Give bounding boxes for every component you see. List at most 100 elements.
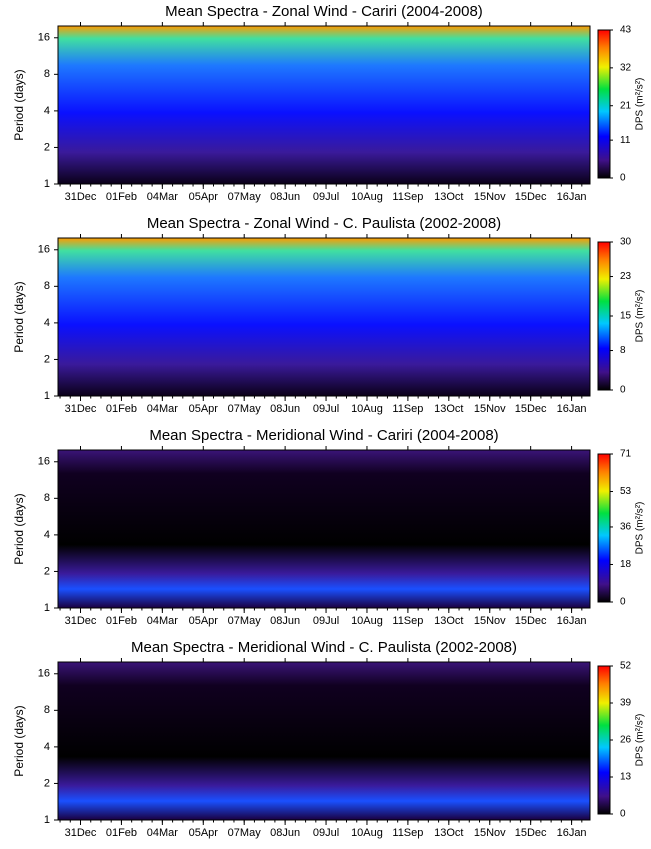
- x-tick-label: 11Sep: [392, 827, 423, 839]
- y-tick-label: 4: [44, 317, 50, 329]
- x-tick-label: 31Dec: [65, 827, 97, 839]
- x-tick-label: 15Dec: [515, 615, 547, 627]
- plot-frame: [57, 25, 591, 185]
- spectrum-field: [58, 26, 590, 184]
- plot-frame: [57, 449, 591, 609]
- x-tick-label: 08Jun: [270, 191, 300, 203]
- colorbar-tick-label: 39: [620, 698, 632, 709]
- x-tick-label: 09Jul: [313, 403, 339, 415]
- colorbar-tick-label: 0: [620, 385, 626, 396]
- x-tick-label: 31Dec: [65, 191, 97, 203]
- x-tick-label: 04Mar: [147, 615, 179, 627]
- x-tick-label: 09Jul: [313, 827, 339, 839]
- y-tick-label: 4: [44, 105, 50, 117]
- colorbar-tick-label: 32: [620, 63, 632, 74]
- x-tick-label: 31Dec: [65, 403, 97, 415]
- colorbar-tick-label: 23: [620, 271, 632, 282]
- x-tick-label: 08Jun: [270, 827, 300, 839]
- y-tick-label: 1: [44, 814, 50, 826]
- x-tick-label: 05Apr: [189, 403, 219, 415]
- colorbar-label: DPS (m²/s²): [635, 502, 646, 555]
- x-tick-label: 11Sep: [392, 615, 423, 627]
- y-tick-label: 2: [44, 141, 50, 153]
- x-tick-label: 01Feb: [106, 191, 137, 203]
- spectrum-field: [58, 238, 590, 396]
- x-tick-label: 16Jan: [557, 827, 587, 839]
- y-tick-label: 4: [44, 741, 50, 753]
- x-tick-label: 08Jun: [270, 403, 300, 415]
- colorbar-tick-label: 30: [620, 237, 632, 248]
- colorbar: [597, 29, 611, 179]
- colorbar: [597, 241, 611, 391]
- colorbar-tick-label: 71: [620, 449, 632, 460]
- y-tick-label: 8: [44, 68, 50, 80]
- panel-title: Mean Spectra - Zonal Wind - Cariri (2004…: [165, 3, 483, 20]
- y-tick-label: 4: [44, 529, 50, 541]
- x-tick-label: 15Nov: [474, 191, 506, 203]
- x-tick-label: 11Sep: [392, 403, 423, 415]
- colorbar-tick-label: 36: [620, 522, 632, 533]
- x-tick-label: 10Aug: [351, 191, 383, 203]
- x-tick-label: 07May: [228, 827, 262, 839]
- panel-title: Mean Spectra - Zonal Wind - C. Paulista …: [147, 215, 501, 232]
- panel-title: Mean Spectra - Meridional Wind - C. Paul…: [131, 639, 517, 656]
- x-tick-label: 04Mar: [147, 827, 179, 839]
- colorbar-tick-label: 0: [620, 173, 626, 184]
- colorbar-tick-label: 11: [620, 135, 631, 146]
- plot-frame: [57, 661, 591, 821]
- y-axis-label: Period (days): [12, 493, 26, 564]
- y-tick-label: 8: [44, 280, 50, 292]
- y-tick-label: 16: [38, 32, 50, 44]
- x-tick-label: 07May: [228, 191, 262, 203]
- y-tick-label: 8: [44, 492, 50, 504]
- x-tick-label: 11Sep: [392, 191, 423, 203]
- x-tick-label: 15Dec: [515, 191, 547, 203]
- y-tick-label: 1: [44, 390, 50, 402]
- x-tick-label: 15Nov: [474, 615, 506, 627]
- x-tick-label: 05Apr: [189, 191, 219, 203]
- y-tick-label: 16: [38, 456, 50, 468]
- y-tick-label: 16: [38, 668, 50, 680]
- x-tick-label: 15Dec: [515, 403, 547, 415]
- x-tick-label: 13Oct: [434, 403, 463, 415]
- colorbar-tick-label: 8: [620, 345, 626, 356]
- x-tick-label: 10Aug: [351, 403, 383, 415]
- x-tick-label: 10Aug: [351, 827, 383, 839]
- y-axis-label: Period (days): [12, 705, 26, 776]
- x-tick-label: 07May: [228, 615, 262, 627]
- y-axis-label: Period (days): [12, 281, 26, 352]
- x-tick-label: 15Nov: [474, 403, 506, 415]
- y-tick-label: 1: [44, 602, 50, 614]
- x-tick-label: 09Jul: [313, 191, 339, 203]
- colorbar-tick-label: 43: [620, 25, 632, 36]
- colorbar-label: DPS (m²/s²): [635, 714, 646, 767]
- x-tick-label: 10Aug: [351, 615, 383, 627]
- colorbar-tick-label: 18: [620, 559, 632, 570]
- x-tick-label: 05Apr: [189, 615, 219, 627]
- x-tick-label: 05Apr: [189, 827, 219, 839]
- x-tick-label: 13Oct: [434, 827, 463, 839]
- y-tick-label: 16: [38, 244, 50, 256]
- colorbar-tick-label: 21: [620, 100, 632, 111]
- y-tick-label: 2: [44, 777, 50, 789]
- colorbar-label: DPS (m²/s²): [635, 78, 646, 131]
- x-tick-label: 16Jan: [557, 615, 587, 627]
- spectrum-field: [58, 450, 590, 608]
- x-tick-label: 13Oct: [434, 615, 463, 627]
- x-tick-label: 13Oct: [434, 191, 463, 203]
- x-tick-label: 16Jan: [557, 403, 587, 415]
- spectrum-field: [58, 662, 590, 820]
- y-tick-label: 2: [44, 353, 50, 365]
- x-tick-label: 01Feb: [106, 403, 137, 415]
- panel-title: Mean Spectra - Meridional Wind - Cariri …: [149, 427, 498, 444]
- x-tick-label: 16Jan: [557, 191, 587, 203]
- colorbar-tick-label: 0: [620, 809, 626, 820]
- colorbar-tick-label: 26: [620, 735, 632, 746]
- colorbar-tick-label: 53: [620, 486, 632, 497]
- colorbar: [597, 453, 611, 603]
- x-tick-label: 15Dec: [515, 827, 547, 839]
- colorbar-tick-label: 15: [620, 311, 632, 322]
- x-tick-label: 04Mar: [147, 403, 179, 415]
- x-tick-label: 09Jul: [313, 615, 339, 627]
